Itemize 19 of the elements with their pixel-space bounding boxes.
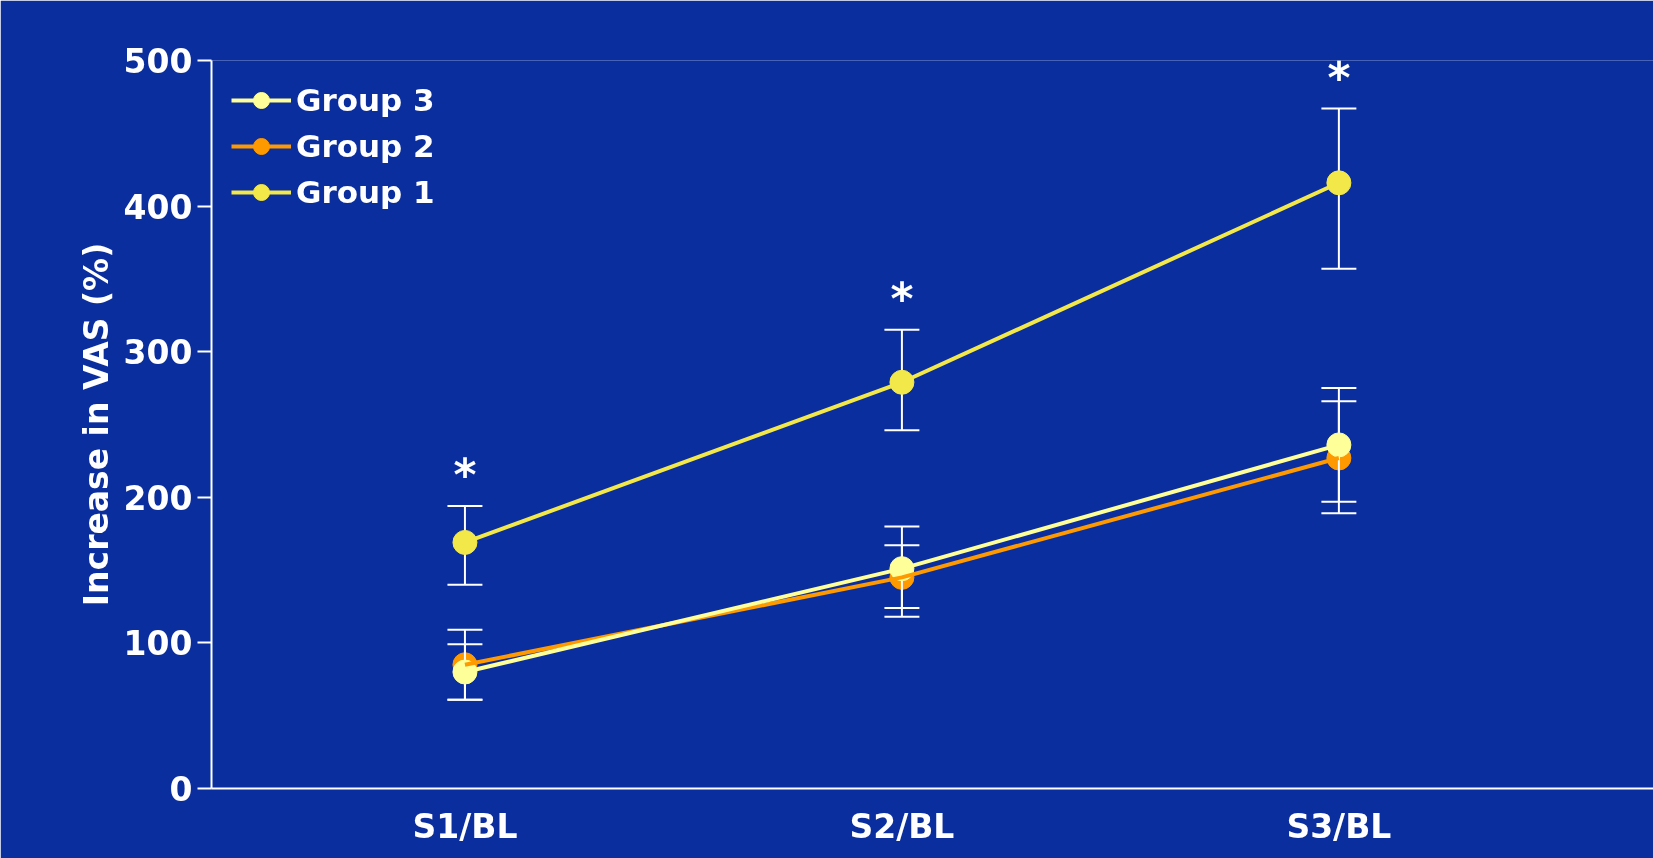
y-tick-label: 300 xyxy=(123,333,193,373)
y-tick-label: 100 xyxy=(123,624,193,664)
point xyxy=(1326,432,1352,458)
x-tick-label: S3/BL xyxy=(1286,806,1392,846)
y-tick-label: 400 xyxy=(123,187,193,227)
x-tick-label: S2/BL xyxy=(849,806,955,846)
y-tick-label: 500 xyxy=(123,42,193,81)
legend-label: Group 1 xyxy=(296,174,435,210)
y-tick-label: 0 xyxy=(169,770,193,809)
legend-label: Group 3 xyxy=(296,82,435,118)
annotation: * xyxy=(890,272,914,324)
y-axis-title: Increase in VAS (%) xyxy=(76,242,116,607)
annotation: * xyxy=(453,449,477,501)
legend-label: Group 2 xyxy=(296,128,435,164)
annotation: * xyxy=(1327,51,1351,103)
y-tick-label: 200 xyxy=(123,478,193,518)
x-tick-label: S1/BL xyxy=(412,806,518,846)
point xyxy=(452,529,478,555)
point xyxy=(1326,170,1352,196)
